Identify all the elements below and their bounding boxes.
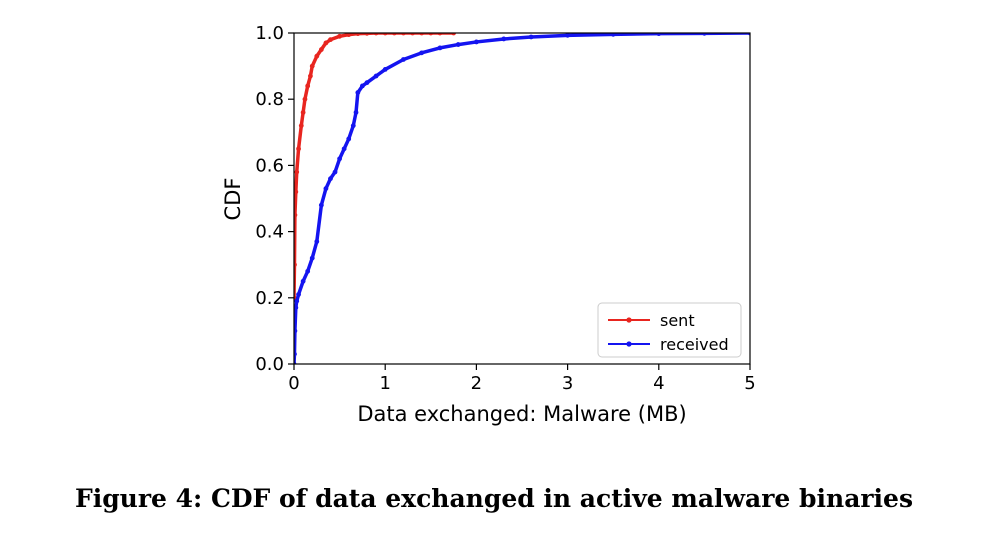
data-point-received	[528, 34, 534, 40]
x-tick-label: 4	[653, 373, 664, 394]
data-point-received	[309, 255, 315, 261]
legend-label-sent: sent	[660, 311, 695, 330]
data-point-received	[355, 90, 361, 95]
data-point-sent	[308, 73, 313, 79]
data-point-received	[294, 305, 299, 311]
legend-marker-received	[626, 341, 632, 347]
x-tick-label: 0	[288, 373, 299, 394]
data-point-received	[305, 268, 311, 274]
data-point-received	[346, 136, 352, 142]
data-point-received	[323, 186, 329, 191]
data-point-sent	[298, 123, 304, 129]
data-point-received	[373, 73, 379, 79]
y-tick-label: 0.2	[255, 288, 284, 309]
cdf-chart: 0 1 2 3 4 5 0.0 0.2 0.4 0.6 0.8 1.0 Data exchanged…	[221, 23, 756, 426]
data-point-sent	[355, 33, 361, 37]
data-point-received	[294, 328, 298, 334]
data-point-sent	[323, 40, 329, 46]
data-point-sent	[294, 189, 299, 195]
series-layer	[294, 33, 750, 364]
data-point-received	[314, 239, 320, 244]
legend: sent received	[597, 302, 742, 358]
data-point-received	[341, 146, 347, 152]
y-tick-label: 0.6	[255, 155, 284, 176]
data-point-sent	[294, 262, 297, 268]
data-point-received	[455, 42, 461, 47]
series-line-sent	[294, 33, 456, 300]
data-point-sent	[364, 33, 370, 36]
data-point-sent	[294, 169, 300, 175]
data-point-received	[702, 33, 707, 36]
data-point-received	[364, 80, 370, 86]
data-point-sent	[328, 37, 333, 43]
x-tick-label: 5	[744, 373, 755, 394]
data-point-received	[474, 39, 479, 45]
data-point-received	[294, 351, 297, 357]
data-point-received	[656, 33, 662, 37]
data-point-sent	[337, 33, 342, 39]
legend-marker-sent	[626, 317, 632, 323]
x-tick-label: 1	[379, 373, 390, 394]
data-point-received	[437, 45, 443, 51]
data-point-sent	[318, 47, 324, 52]
data-point-received	[419, 50, 425, 56]
data-point-received	[300, 278, 306, 284]
data-point-sent	[294, 212, 298, 218]
legend-label-received: received	[660, 335, 729, 354]
data-point-received	[350, 123, 356, 129]
plot-frame	[293, 32, 751, 365]
data-point-received	[382, 67, 388, 72]
data-point-sent	[309, 63, 315, 69]
data-point-received	[328, 176, 333, 182]
data-point-received	[332, 169, 338, 175]
y-tick-label: 0.8	[255, 89, 284, 110]
data-point-sent	[314, 53, 320, 59]
data-point-sent	[300, 110, 306, 115]
data-point-received	[337, 156, 342, 162]
data-point-received	[610, 33, 616, 37]
y-axis: 0.0 0.2 0.4 0.6 0.8 1.0	[255, 23, 294, 375]
y-axis-label: CDF	[221, 178, 245, 221]
data-point-received	[353, 110, 359, 115]
x-axis-label: Data exchanged: Malware (MB)	[357, 402, 686, 426]
figure-caption: Figure 4: CDF of data exchanged in activ…	[74, 484, 914, 513]
data-point-received	[318, 202, 324, 208]
data-point-received	[401, 57, 406, 62]
data-point-received	[501, 36, 507, 42]
data-point-received	[296, 292, 301, 297]
data-point-received	[360, 83, 365, 89]
data-point-sent	[346, 33, 352, 38]
data-point-received	[294, 298, 300, 304]
x-tick-label: 2	[471, 373, 482, 394]
data-point-sent	[296, 146, 301, 152]
data-point-received	[565, 33, 570, 38]
x-tick-label: 3	[562, 373, 573, 394]
x-axis: 0 1 2 3 4 5	[288, 364, 756, 394]
data-point-sent	[305, 83, 311, 89]
data-point-sent	[302, 96, 308, 102]
y-tick-label: 0.0	[255, 354, 284, 375]
y-tick-label: 1.0	[255, 23, 284, 44]
y-tick-label: 0.4	[255, 222, 284, 243]
